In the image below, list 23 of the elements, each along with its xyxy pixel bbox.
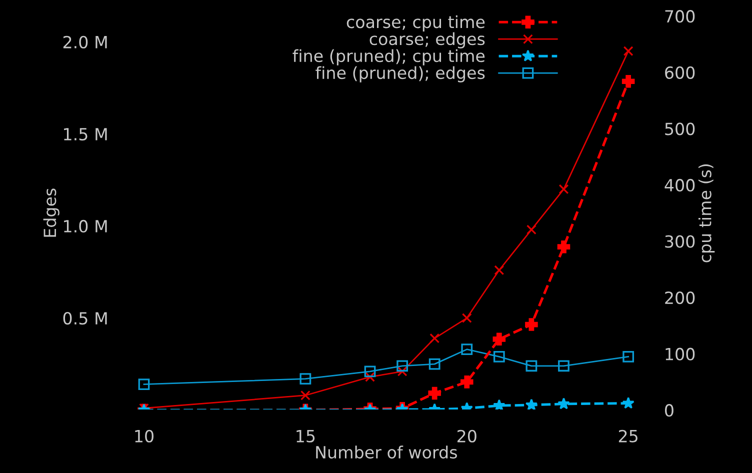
legend-label: fine (pruned); cpu time [292,49,485,66]
y2-tick-label: 600 [665,66,695,79]
x-tick-label: 10 [135,430,154,442]
y-axis-title: Edges [43,188,60,237]
y2-tick-label: 200 [665,291,695,304]
y2-tick-label: 700 [665,10,695,23]
y2-tick-label: 500 [665,122,695,136]
x-tick-label: 20 [457,430,476,442]
y-tick-label: 1.0 M [64,220,107,233]
legend-label: coarse; cpu time [346,15,485,32]
y2-axis-title: cpu time (s) [698,164,715,262]
x-tick-label: 25 [618,430,638,442]
legend-label: fine (pruned); edges [316,66,485,82]
x-tick-label: 15 [296,430,315,442]
y2-tick-label: 100 [666,348,695,360]
legend-label: coarse; edges [370,32,485,48]
x-axis-title: Number of words [316,446,457,459]
y-tick-label: 0.5 M [63,312,107,325]
y2-tick-label: 300 [665,235,695,248]
y-tick-label: 2.0 M [63,36,107,48]
y2-tick-label: 0 [665,404,674,417]
y2-tick-label: 400 [664,178,695,192]
y-tick-label: 1.5 M [64,128,107,140]
